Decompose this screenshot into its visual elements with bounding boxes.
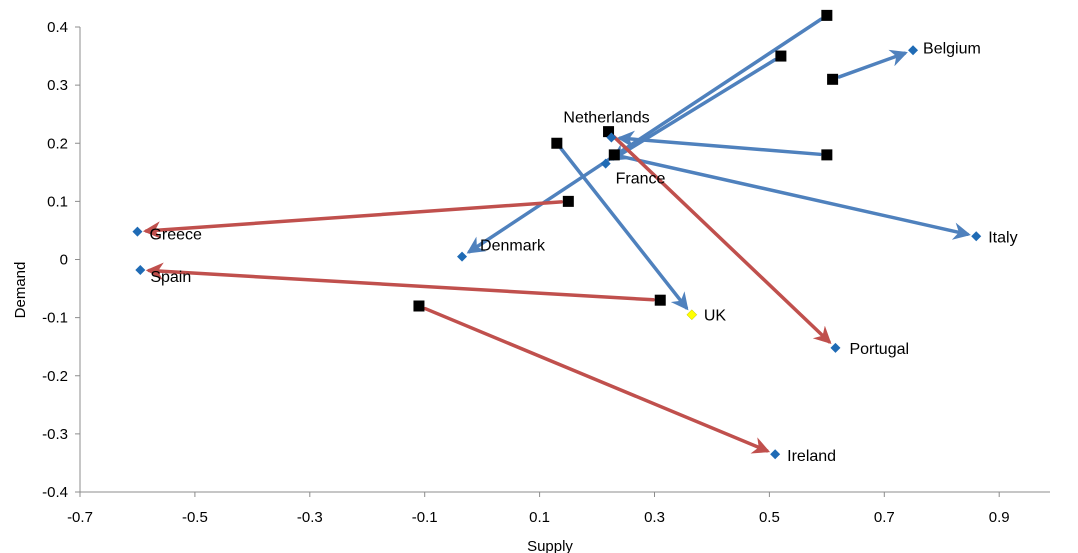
- start-point-ireland: [413, 300, 425, 312]
- end-point-denmark: [457, 251, 468, 262]
- start-point-netherlands: [821, 149, 833, 161]
- y-tick-label: 0.3: [47, 77, 68, 94]
- y-tick-label: -0.3: [42, 426, 68, 443]
- label-belgium: Belgium: [923, 40, 981, 57]
- x-tick-label: 0.3: [644, 509, 665, 526]
- y-tick-label: -0.1: [42, 310, 68, 327]
- arrow-greece: [142, 200, 564, 239]
- x-axis-title: Supply: [527, 538, 573, 553]
- label-denmark: Denmark: [480, 238, 546, 255]
- start-points-layer: [413, 9, 839, 312]
- end-point-france: [600, 158, 611, 169]
- y-tick-label: -0.2: [42, 368, 68, 385]
- start-point-italy: [608, 149, 620, 161]
- arrow-denmark: [466, 17, 823, 254]
- arrow-uk: [559, 146, 689, 311]
- x-tick-label: -0.3: [297, 509, 323, 526]
- y-tick-label: -0.4: [42, 484, 68, 501]
- start-point-france: [775, 50, 787, 62]
- arrows-layer: [142, 17, 971, 454]
- y-tick-label: 0.1: [47, 193, 68, 210]
- arrow-portugal: [611, 134, 832, 345]
- end-point-italy: [971, 231, 982, 242]
- y-tick-label: 0.2: [47, 135, 68, 152]
- end-point-belgium: [908, 45, 919, 56]
- start-point-denmark: [821, 9, 833, 21]
- arrow-netherlands: [616, 130, 822, 157]
- label-greece: Greece: [149, 227, 202, 244]
- y-axis-title: Demand: [12, 262, 29, 319]
- label-italy: Italy: [988, 229, 1017, 246]
- end-point-spain: [135, 264, 146, 275]
- start-point-greece: [562, 195, 574, 207]
- x-tick-label: -0.5: [182, 509, 208, 526]
- arrow-ireland: [423, 306, 771, 454]
- arrow-spain: [145, 262, 656, 302]
- label-france: France: [616, 171, 666, 188]
- y-tick-label: 0.4: [47, 19, 68, 36]
- x-tick-label: 0.9: [989, 509, 1010, 526]
- start-point-uk: [551, 137, 563, 149]
- label-spain: Spain: [150, 269, 191, 286]
- x-ticks: -0.7 -0.5 -0.3 -0.1 0.1 0.3 0.5 0.7 0.9: [67, 492, 1010, 526]
- end-point-ireland: [770, 449, 781, 460]
- start-point-portugal: [603, 126, 615, 138]
- x-tick-label: 0.1: [529, 509, 550, 526]
- end-point-greece: [132, 226, 143, 237]
- end-point-netherlands: [606, 132, 617, 143]
- label-ireland: Ireland: [787, 448, 836, 465]
- end-point-portugal: [830, 342, 841, 353]
- end-points-layer: [132, 45, 982, 460]
- country-labels-layer: Belgium Netherlands France Denmark Italy UK Gr…: [149, 40, 1017, 465]
- label-netherlands: Netherlands: [563, 109, 649, 126]
- x-tick-label: 0.7: [874, 509, 895, 526]
- label-uk: UK: [704, 308, 727, 325]
- label-portugal: Portugal: [849, 341, 909, 358]
- arrow-france: [610, 57, 777, 161]
- axes: [79, 27, 1050, 493]
- arrow-belgium: [837, 49, 908, 79]
- start-point-belgium: [827, 73, 839, 85]
- y-tick-label: 0: [60, 252, 68, 269]
- end-point-uk: [686, 309, 698, 321]
- x-tick-label: -0.1: [412, 509, 438, 526]
- x-tick-label: 0.5: [759, 509, 780, 526]
- y-ticks: 0.4 0.3 0.2 0.1 0 -0.1 -0.2 -0.3 -0.4: [42, 19, 80, 501]
- start-point-spain: [654, 294, 666, 306]
- arrow-italy: [619, 154, 971, 240]
- x-tick-label: -0.7: [67, 509, 93, 526]
